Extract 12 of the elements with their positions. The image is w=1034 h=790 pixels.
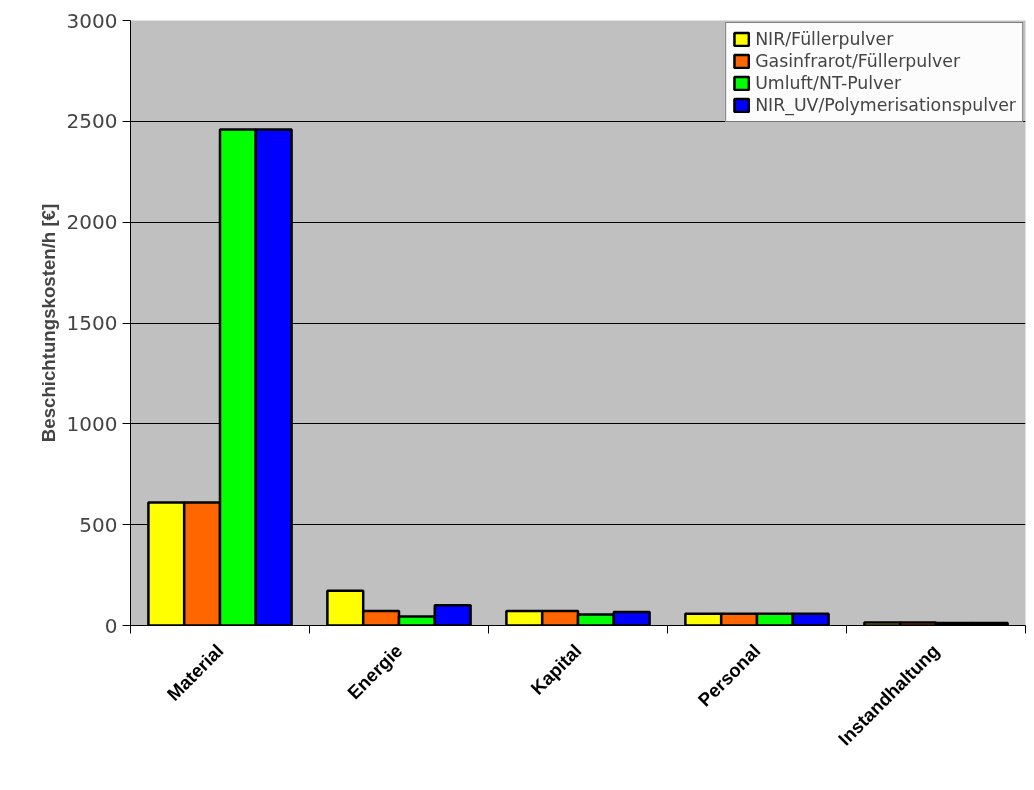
- y-tick-label: 1500: [66, 311, 118, 335]
- y-tick-label: 2500: [66, 109, 118, 134]
- y-tick-label: 0: [104, 613, 118, 638]
- legend-label: Gasinfrarot/Füllerpulver: [755, 51, 961, 71]
- y-tick-label: 1000: [66, 411, 118, 436]
- legend-label: Umluft/NT-Pulver: [755, 73, 902, 93]
- y-tick-label: 2000: [66, 210, 118, 235]
- y-axis-title: Beschichtungskosten/h [€]: [37, 203, 59, 443]
- legend-label: NIR_UV/Polymerisationspulver: [755, 95, 1016, 115]
- y-tick-label: 500: [79, 512, 118, 537]
- legend-label: NIR/Füllerpulver: [755, 29, 894, 49]
- y-tick-label: 3000: [66, 8, 118, 33]
